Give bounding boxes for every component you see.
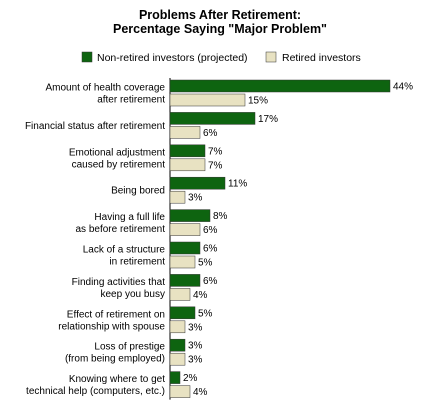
category-label-line: Loss of prestige bbox=[94, 342, 165, 353]
value-label-non-retired: 3% bbox=[188, 341, 203, 352]
value-label-non-retired: 6% bbox=[203, 244, 218, 255]
category-label: Financial status after retirement bbox=[25, 121, 165, 132]
category-label-line: keep you busy bbox=[101, 289, 166, 300]
value-label-retired: 3% bbox=[188, 355, 203, 366]
plot-area: Amount of health coverage after retiremen… bbox=[25, 78, 413, 400]
category-label: Lack of a structure in retirement bbox=[83, 245, 166, 268]
legend: Non-retired investors (projected) Retire… bbox=[81, 51, 361, 64]
category-label: Loss of prestige (from being employed) bbox=[65, 342, 165, 365]
value-label-retired: 4% bbox=[193, 290, 208, 301]
category-label: Being bored bbox=[111, 186, 165, 197]
value-label-non-retired: 8% bbox=[213, 211, 228, 222]
bar-retired bbox=[169, 320, 186, 334]
bar-retired bbox=[169, 385, 191, 398]
bar-non-retired bbox=[169, 209, 211, 222]
category-label-line: Emotional adjustment bbox=[69, 147, 165, 158]
chart-title: Problems After Retirement: bbox=[139, 8, 301, 22]
legend-swatch-non-retired bbox=[81, 51, 93, 63]
value-label-retired: 3% bbox=[188, 193, 203, 204]
legend-label-retired: Retired investors bbox=[282, 52, 361, 64]
bar-non-retired bbox=[169, 176, 226, 190]
bar-non-retired bbox=[169, 112, 256, 125]
legend-label-non-retired: Non-retired investors (projected) bbox=[97, 52, 248, 64]
category-label-line: after retirement bbox=[97, 95, 165, 106]
bar-retired bbox=[169, 93, 246, 107]
bar-retired bbox=[169, 158, 206, 172]
category-label-line: technical help (computers, etc.) bbox=[26, 386, 165, 397]
category-label-line: relationship with spouse bbox=[58, 321, 165, 332]
category-label: Finding activities that keep you busy bbox=[72, 277, 166, 300]
bar-retired bbox=[169, 288, 191, 301]
value-label-retired: 15% bbox=[248, 96, 268, 107]
bar-retired bbox=[169, 352, 186, 366]
category-label-line: Effect of retirement on bbox=[67, 309, 165, 320]
bar-retired bbox=[169, 255, 196, 269]
value-label-retired: 7% bbox=[208, 160, 223, 171]
category-label-line: as before retirement bbox=[76, 224, 166, 235]
category-label-line: Having a full life bbox=[94, 212, 165, 223]
value-label-non-retired: 6% bbox=[203, 276, 218, 287]
bar-non-retired bbox=[169, 79, 391, 93]
chart-subtitle: Percentage Saying "Major Problem" bbox=[113, 22, 327, 36]
category-label: Effect of retirement on relationship with… bbox=[58, 309, 165, 332]
category-label-line: in retirement bbox=[109, 257, 165, 268]
value-label-retired: 6% bbox=[203, 225, 218, 236]
category-label: Emotional adjustment caused by retirement bbox=[69, 147, 165, 170]
category-label-line: Finding activities that bbox=[72, 277, 166, 288]
value-label-non-retired: 44% bbox=[393, 82, 413, 93]
category-label-line: caused by retirement bbox=[72, 159, 166, 170]
bar-retired bbox=[169, 223, 201, 236]
value-label-non-retired: 17% bbox=[258, 114, 278, 125]
bar-non-retired bbox=[169, 274, 201, 287]
category-label: Knowing where to get technical help (comp… bbox=[26, 374, 165, 397]
value-label-non-retired: 5% bbox=[198, 308, 213, 319]
bar-non-retired bbox=[169, 306, 196, 320]
bar-non-retired bbox=[169, 371, 181, 384]
category-label-line: Knowing where to get bbox=[69, 374, 165, 385]
value-label-non-retired: 2% bbox=[183, 373, 198, 384]
category-label-line: Amount of health coverage bbox=[45, 83, 165, 94]
bar-non-retired bbox=[169, 241, 201, 255]
category-label-line: (from being employed) bbox=[65, 354, 165, 365]
value-label-retired: 6% bbox=[203, 128, 218, 139]
category-label: Having a full life as before retirement bbox=[76, 212, 166, 235]
bar-non-retired bbox=[169, 338, 186, 352]
value-label-non-retired: 11% bbox=[228, 179, 247, 190]
legend-swatch-retired bbox=[265, 51, 277, 63]
category-label: Amount of health coverage after retiremen… bbox=[45, 83, 165, 106]
value-label-retired: 5% bbox=[198, 258, 213, 269]
bar-retired bbox=[169, 190, 186, 204]
value-label-retired: 4% bbox=[193, 387, 208, 398]
category-label-line: Being bored bbox=[111, 186, 165, 197]
bar-non-retired bbox=[169, 144, 206, 158]
category-label-line: Financial status after retirement bbox=[25, 121, 165, 132]
bar-retired bbox=[169, 126, 201, 139]
value-label-non-retired: 7% bbox=[208, 146, 223, 157]
value-label-retired: 3% bbox=[188, 322, 203, 333]
category-label-line: Lack of a structure bbox=[83, 245, 166, 256]
